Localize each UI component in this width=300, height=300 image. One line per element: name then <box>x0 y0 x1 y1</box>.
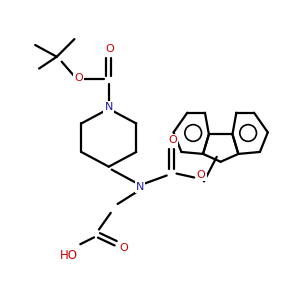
Text: N: N <box>105 102 113 112</box>
Text: N: N <box>136 182 144 192</box>
Text: O: O <box>119 243 128 253</box>
Text: O: O <box>105 44 114 54</box>
Text: HO: HO <box>59 248 77 262</box>
Text: O: O <box>168 135 177 145</box>
Text: O: O <box>197 169 206 179</box>
Text: O: O <box>74 74 83 83</box>
